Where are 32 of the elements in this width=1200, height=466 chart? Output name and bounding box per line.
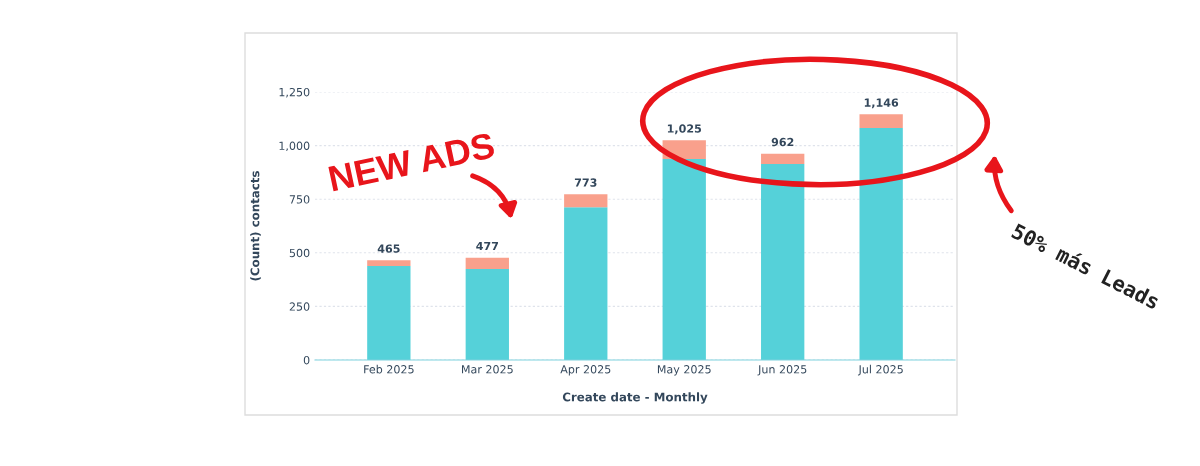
x-tick-label: Mar 2025 <box>462 365 513 374</box>
x-tick-label: Jun 2025 <box>757 365 807 376</box>
bar <box>465 269 509 360</box>
annotation: NEW ADS <box>328 132 496 192</box>
y-tick-label: 1,000 <box>279 141 310 152</box>
bar <box>859 128 903 360</box>
x-tick-label: Jul 2025 <box>857 364 903 376</box>
y-tick-label: 500 <box>289 248 310 258</box>
x-tick-label: Feb 2025 <box>364 364 414 374</box>
x-tick-label: Apr 2025 <box>560 365 611 376</box>
bar <box>367 260 411 267</box>
y-tick-label: 1,250 <box>279 87 310 98</box>
total-label: 477 <box>476 241 499 251</box>
bar <box>564 194 608 208</box>
x-tick-label: May 2025 <box>657 365 711 376</box>
total-label: 465 <box>377 244 400 253</box>
total-label: 773 <box>574 178 597 187</box>
total-label: 962 <box>771 137 794 147</box>
bar <box>564 207 608 360</box>
total-label: 1,146 <box>864 98 899 109</box>
bar <box>367 266 411 360</box>
y-axis-title: (Count) contacts <box>250 171 261 281</box>
bar <box>761 153 805 165</box>
bar <box>859 114 903 129</box>
total-label: 1,025 <box>667 124 702 135</box>
x-axis-title: Create date - Monthly <box>562 392 708 404</box>
y-tick-label: 250 <box>289 302 310 311</box>
bar <box>465 257 509 270</box>
bar <box>662 158 706 360</box>
bar <box>761 164 805 360</box>
y-tick-label: 750 <box>289 195 310 204</box>
y-tick-label: 0 <box>303 355 310 365</box>
